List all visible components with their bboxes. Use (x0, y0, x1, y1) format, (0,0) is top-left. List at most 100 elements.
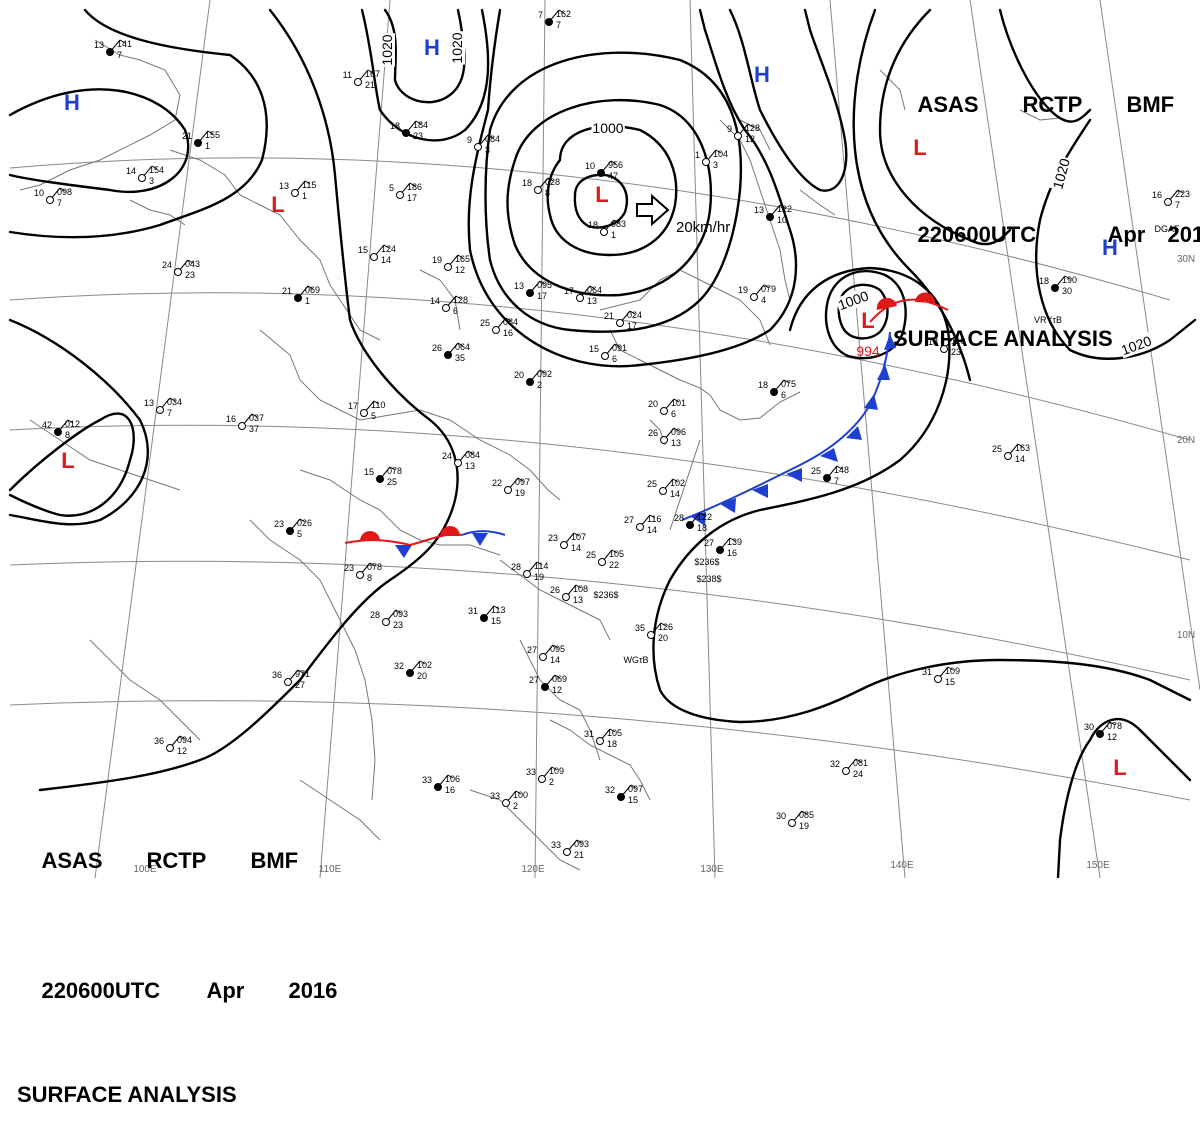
isobar (824, 270, 907, 360)
station-temperature: 13 (279, 181, 289, 191)
header-year: 2016 (1167, 222, 1200, 247)
station-pressure: 184 (413, 120, 428, 130)
station-code-label: WGτB (623, 655, 648, 665)
warm-front-scallop (915, 292, 936, 303)
header-line-2: 220600UTC Apr 2016 (893, 196, 1200, 274)
high-pressure-center: H (754, 62, 770, 87)
station-tendency: 13 (573, 595, 583, 605)
station-temperature: 7 (538, 10, 543, 20)
isobars (8, 8, 1197, 878)
station-pressure: 108 (573, 584, 588, 594)
station-temperature: 18 (928, 337, 938, 347)
header-month: Apr (1107, 222, 1146, 247)
station-pressure: 097 (515, 477, 530, 487)
station-pressure: 012 (65, 419, 80, 429)
station-pressure: 107 (571, 532, 586, 542)
station-tendency: 2 (537, 380, 542, 390)
station-tendency: 7 (556, 20, 561, 30)
isobar (8, 318, 150, 526)
station-pressure: 105 (607, 728, 622, 738)
low-pressure-center: L (61, 448, 74, 473)
station-temperature: 27 (704, 538, 714, 548)
warm-front-scallop (440, 526, 460, 536)
isobar-value-label: 1020 (449, 32, 465, 63)
station-temperature: 35 (635, 623, 645, 633)
station-temperature: 18 (390, 121, 400, 131)
station-tendency: 14 (381, 255, 391, 265)
station-temperature: 25 (992, 444, 1002, 454)
header-product: ASAS (917, 92, 979, 117)
station-temperature: 1 (695, 150, 700, 160)
fronts (344, 292, 949, 558)
station-pressure: 165 (455, 254, 470, 264)
station-tendency: 17 (627, 321, 637, 331)
station-pressure: 092 (537, 369, 552, 379)
station-temperature: 31 (584, 729, 594, 739)
cold-front-triangle (752, 484, 768, 498)
station-tendency: 1 (305, 296, 310, 306)
station-temperature: 31 (922, 667, 932, 677)
isobar (998, 8, 1092, 123)
isobar-value-label: 1000 (592, 120, 623, 136)
station-tendency: 8 (65, 430, 70, 440)
station-temperature: 33 (490, 791, 500, 801)
station-tendency: 23 (185, 270, 195, 280)
station-pressure: 128 (745, 123, 760, 133)
station-tendency: 35 (455, 353, 465, 363)
header-month: Apr (206, 978, 245, 1003)
station-temperature: 28 (674, 513, 684, 523)
station-tendency: 1 (611, 230, 616, 240)
station-temperature: 23 (344, 563, 354, 573)
station-temperature: 26 (432, 343, 442, 353)
station-pressure: 110 (371, 400, 385, 410)
station-tendency: 23 (951, 347, 961, 357)
station-tendency: 6 (781, 390, 786, 400)
station-pressure: 102 (417, 660, 432, 670)
isobar-value-label: 1020 (379, 34, 395, 65)
isobar (8, 8, 268, 239)
isobar (1056, 718, 1192, 878)
station-temperature: 24 (162, 260, 172, 270)
station-pressure: 034 (167, 397, 182, 407)
isobar (852, 8, 972, 382)
station-temperature: 21 (282, 286, 292, 296)
cold-front-triangle (877, 364, 890, 380)
station-tendency: 17 (537, 291, 547, 301)
station-tendency: 16 (503, 328, 513, 338)
station-temperature: 36 (272, 670, 282, 680)
station-tendency: 17 (407, 193, 417, 203)
station-temperature: 15 (364, 467, 374, 477)
station-temperature: 25 (586, 550, 596, 560)
station-pressure: 078 (367, 562, 382, 572)
station-pressure: 078 (1107, 721, 1122, 731)
station-tendency: 2 (513, 801, 518, 811)
station-tendency: 1 (302, 191, 307, 201)
station-pressure: 097 (628, 784, 643, 794)
isobar (484, 51, 743, 333)
station-temperature: 33 (422, 775, 432, 785)
